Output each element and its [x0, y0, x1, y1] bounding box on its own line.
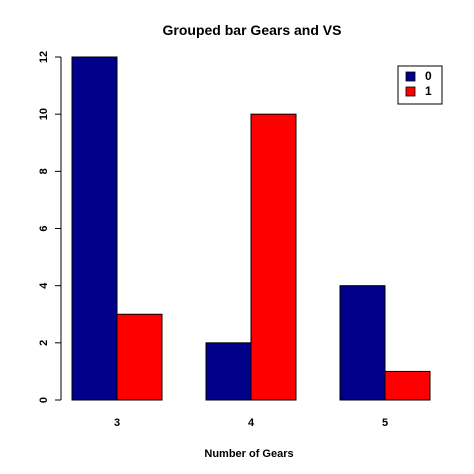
y-tick-label: 12 [38, 51, 50, 63]
y-tick-label: 2 [38, 340, 50, 346]
bar-series-0-3 [71, 56, 118, 401]
legend-box [397, 65, 443, 105]
bar-series-1-3 [116, 313, 163, 401]
y-tick-label: 4 [38, 282, 50, 289]
legend: 01 [397, 65, 443, 105]
bar-series-1-4 [250, 113, 297, 401]
legend-swatch-1 [405, 86, 416, 97]
bar-series-1-5 [384, 370, 431, 401]
legend-swatch-0 [405, 71, 416, 82]
y-tick-label: 0 [38, 397, 50, 403]
x-tick-label: 3 [114, 417, 120, 429]
bar-series-0-5 [339, 285, 386, 401]
x-tick-label: 4 [248, 417, 255, 429]
chart-title: Grouped bar Gears and VS [163, 22, 342, 38]
y-axis: 0 2 4 6 8 10 12 [38, 51, 62, 403]
x-axis-tick-labels: 3 4 5 [114, 417, 388, 429]
y-tick-label: 10 [38, 108, 50, 120]
y-tick-label: 6 [38, 225, 50, 231]
x-tick-label: 5 [382, 417, 388, 429]
bars [71, 56, 431, 401]
legend-label-0: 0 [425, 69, 432, 83]
x-axis-label: Number of Gears [204, 448, 293, 460]
legend-label-1: 1 [425, 84, 432, 98]
y-tick-label: 8 [38, 168, 50, 174]
bar-series-0-4 [205, 342, 252, 401]
